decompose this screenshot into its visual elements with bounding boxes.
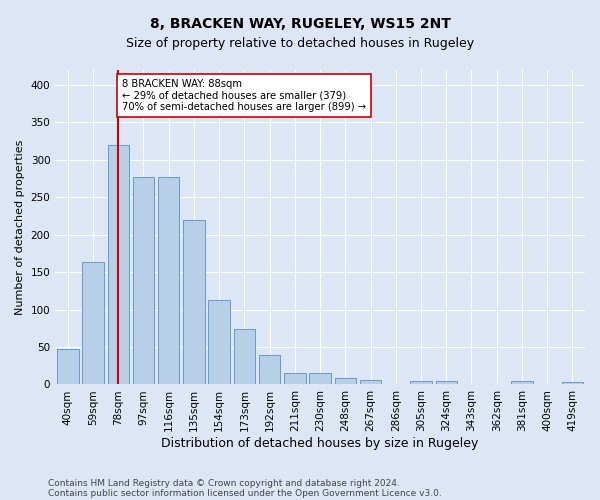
Bar: [436, 382, 457, 384]
Bar: [107, 145, 129, 384]
Text: 8, BRACKEN WAY, RUGELEY, WS15 2NT: 8, BRACKEN WAY, RUGELEY, WS15 2NT: [149, 18, 451, 32]
Bar: [133, 177, 154, 384]
Bar: [208, 300, 230, 384]
Bar: [82, 262, 104, 384]
Bar: [233, 329, 255, 384]
Bar: [259, 356, 280, 384]
Text: Contains public sector information licensed under the Open Government Licence v3: Contains public sector information licen…: [48, 488, 442, 498]
Bar: [158, 177, 179, 384]
X-axis label: Distribution of detached houses by size in Rugeley: Distribution of detached houses by size …: [161, 437, 479, 450]
Bar: [57, 348, 79, 384]
Bar: [310, 373, 331, 384]
Text: Contains HM Land Registry data © Crown copyright and database right 2024.: Contains HM Land Registry data © Crown c…: [48, 478, 400, 488]
Bar: [335, 378, 356, 384]
Text: Size of property relative to detached houses in Rugeley: Size of property relative to detached ho…: [126, 38, 474, 51]
Bar: [360, 380, 381, 384]
Bar: [284, 373, 305, 384]
Bar: [410, 382, 432, 384]
Text: 8 BRACKEN WAY: 88sqm
← 29% of detached houses are smaller (379)
70% of semi-deta: 8 BRACKEN WAY: 88sqm ← 29% of detached h…: [122, 79, 366, 112]
Bar: [562, 382, 583, 384]
Y-axis label: Number of detached properties: Number of detached properties: [15, 140, 25, 315]
Bar: [183, 220, 205, 384]
Bar: [511, 380, 533, 384]
